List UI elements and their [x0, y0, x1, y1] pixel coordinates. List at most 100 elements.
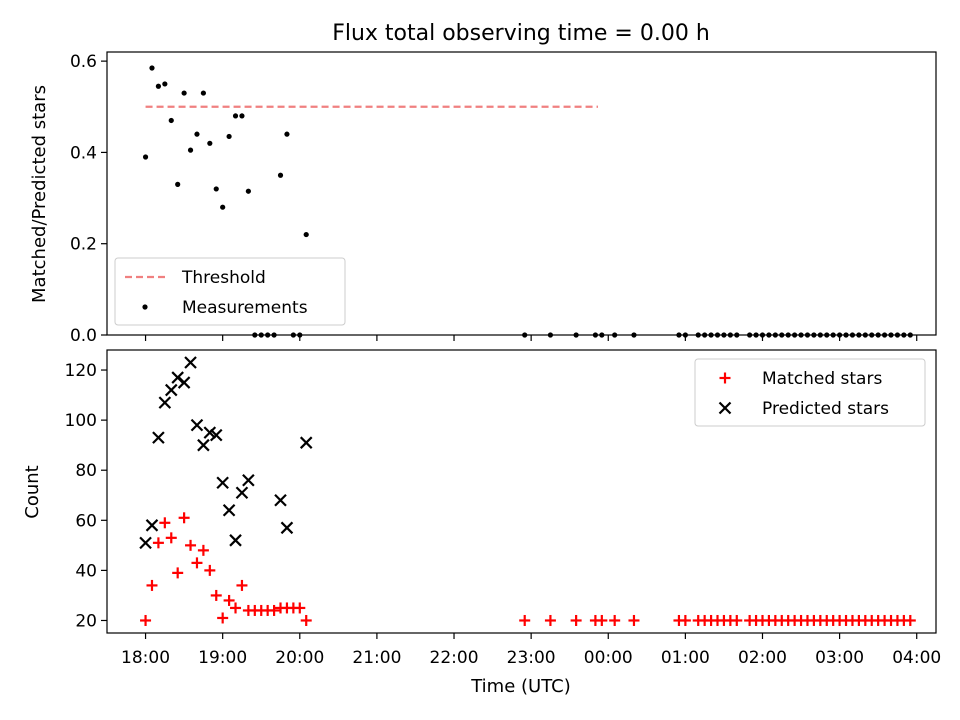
count-y-tick-label: 100 — [65, 411, 97, 431]
legend-label: Threshold — [181, 268, 266, 288]
count-matched-stars-point — [268, 604, 280, 616]
figure-title: Flux total observing time = 0.00 h — [332, 21, 710, 46]
count-matched-stars-point — [904, 614, 916, 626]
ratio-measurements-point — [213, 186, 219, 192]
ratio-y-tick-label: 0.0 — [70, 326, 97, 346]
ratio-legend: Threshold Measurements — [114, 257, 346, 326]
count-y-tick-label: 20 — [75, 611, 97, 631]
legend-label: Predicted stars — [762, 399, 889, 419]
count-matched-stars-point — [204, 564, 216, 576]
count-panel: 20 40 60 80 100 120 18:00 19:00 20:00 21:00 22:00 2… — [22, 349, 941, 697]
ratio-y-axis-label: Matched/Predicted stars — [29, 85, 50, 303]
ratio-measurements-point — [220, 204, 226, 210]
count-predicted-stars-point-b — [184, 356, 197, 369]
count-matched-stars-point — [140, 614, 152, 626]
count-matched-stars-point — [191, 557, 203, 569]
count-predicted-stars-point — [222, 504, 236, 517]
legend-predicted-stars-swatch — [718, 401, 732, 415]
ratio-measurements-point — [181, 90, 187, 96]
count-x-tick-label: 21:00 — [352, 648, 401, 668]
ratio-measurements-point — [303, 231, 309, 238]
count-x-tick-label: 03:00 — [815, 648, 864, 668]
count-predicted-stars-point-b — [203, 426, 217, 439]
count-predicted-stars-point — [203, 426, 217, 439]
count-matched-stars-point — [519, 614, 531, 626]
ratio-measurements-point — [232, 113, 239, 119]
count-x-tick-label: 04:00 — [892, 648, 941, 668]
ratio-measurements-point — [277, 172, 284, 178]
count-x-tick-label: 23:00 — [507, 648, 556, 668]
count-predicted-stars-point-b — [197, 438, 210, 452]
count-predicted-stars-point-b — [145, 519, 159, 532]
ratio-measurements-point — [149, 65, 155, 71]
count-matched-stars-point — [596, 614, 608, 626]
count-axes-frame — [106, 349, 937, 634]
count-predicted-stars-point — [190, 418, 204, 432]
count-y-tick-label: 80 — [75, 461, 97, 481]
count-matched-stars-point — [236, 579, 248, 591]
ratio-marks — [142, 65, 913, 338]
count-matched-stars-point — [178, 512, 190, 524]
count-predicted-stars-point-b — [171, 371, 184, 384]
ratio-panel: 0.0 0.2 0.4 0.6 Matched/Predicted stars Thr… — [29, 51, 937, 346]
count-x-tick-label: 00:00 — [584, 648, 633, 668]
count-matched-stars-point — [165, 532, 177, 544]
legend-box — [694, 358, 926, 427]
count-predicted-stars-point — [164, 383, 178, 397]
ratio-measurements-point — [194, 131, 200, 137]
ratio-measurements-point — [239, 113, 245, 119]
count-matched-stars-point — [230, 602, 242, 614]
ratio-measurements-point — [226, 133, 232, 140]
ratio-axes-frame — [106, 51, 937, 336]
count-matched-stars-point — [731, 614, 743, 626]
ratio-y-tick-label: 0.4 — [70, 143, 97, 163]
count-predicted-stars-point-b — [139, 536, 152, 550]
count-predicted-stars-point — [197, 438, 210, 452]
legend-label: Matched stars — [762, 369, 882, 389]
count-x-tick-label: 01:00 — [661, 648, 710, 668]
count-predicted-stars-point — [280, 521, 294, 535]
count-y-tick-label: 40 — [75, 561, 97, 581]
count-predicted-stars-point-b — [222, 504, 236, 517]
count-predicted-stars-point-b — [280, 521, 294, 535]
count-predicted-stars-point — [139, 536, 152, 550]
count-matched-stars-point — [185, 539, 197, 551]
count-predicted-stars-point-b — [152, 431, 165, 444]
ratio-measurements-point — [245, 188, 251, 194]
count-predicted-stars-point-b — [164, 383, 178, 397]
count-predicted-stars-point — [145, 519, 159, 532]
count-matched-stars-point — [300, 614, 312, 626]
count-x-tick-label: 20:00 — [275, 648, 324, 668]
count-predicted-stars-point — [184, 356, 197, 369]
legend-matched-stars-swatch — [719, 372, 731, 384]
ratio-measurements-point — [187, 147, 194, 153]
legend-predicted-stars-swatch-b — [718, 401, 732, 415]
count-matched-stars-point — [152, 537, 164, 549]
count-predicted-stars-point — [299, 436, 313, 449]
ratio-measurements-point — [200, 90, 206, 96]
count-predicted-stars-point — [152, 431, 165, 444]
count-matched-stars-point — [197, 544, 209, 556]
count-x-tick-label: 18:00 — [121, 648, 170, 668]
ratio-ticks: 0.0 0.2 0.4 0.6 — [70, 52, 918, 346]
count-matched-stars-point — [570, 614, 582, 626]
count-x-tick-label: 22:00 — [430, 648, 479, 668]
count-predicted-stars-point-b — [216, 476, 229, 490]
ratio-measurements-point — [168, 117, 174, 124]
count-matched-stars-point — [223, 594, 235, 606]
legend-box — [114, 257, 346, 326]
count-predicted-stars-point-b — [274, 493, 287, 507]
count-x-tick-label: 02:00 — [738, 648, 787, 668]
ratio-measurements-point — [162, 81, 168, 87]
count-predicted-stars-point — [242, 473, 255, 487]
count-predicted-stars-point — [216, 476, 229, 490]
count-predicted-stars-point — [209, 428, 223, 442]
ratio-y-tick-label: 0.6 — [70, 52, 97, 72]
count-matched-stars-point — [544, 614, 556, 626]
count-matched-stars-point — [172, 567, 184, 579]
count-predicted-stars-point — [235, 486, 249, 500]
count-matched-stars-point — [217, 612, 229, 624]
count-predicted-stars-point — [177, 376, 191, 389]
count-y-tick-label: 120 — [65, 361, 97, 381]
